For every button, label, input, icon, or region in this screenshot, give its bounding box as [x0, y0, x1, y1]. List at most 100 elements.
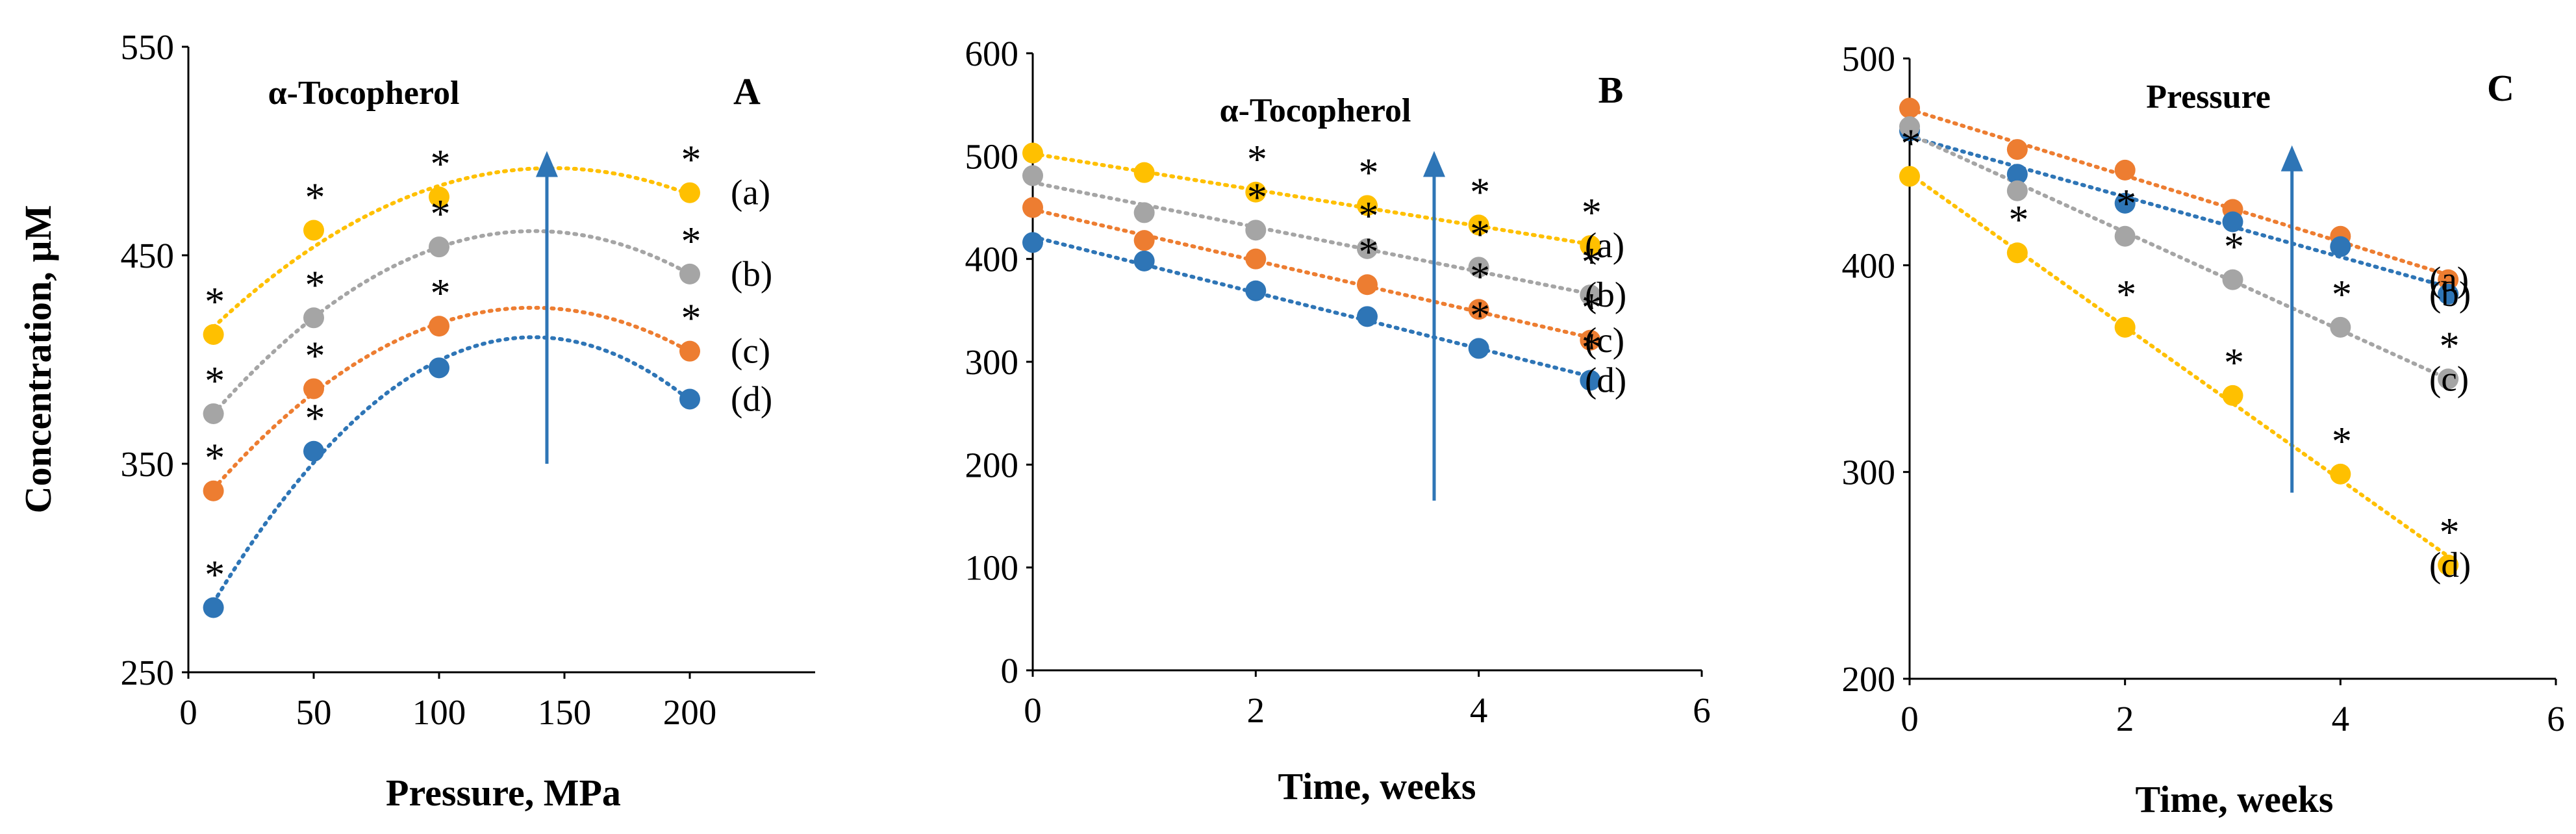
trendline	[1908, 171, 2451, 559]
data-point	[1245, 248, 1267, 270]
trend-arrow-head	[2280, 145, 2303, 171]
data-point	[1133, 162, 1155, 183]
data-point	[1245, 220, 1267, 241]
trendline	[211, 305, 692, 491]
significance-marker: *	[2332, 273, 2352, 317]
data-point	[2114, 192, 2136, 214]
data-point	[1899, 166, 1920, 187]
significance-marker: *	[1470, 294, 1490, 338]
data-point	[1357, 195, 1378, 216]
data-point	[1580, 235, 1601, 257]
trendline	[1031, 234, 1593, 379]
x-tick-label: 2	[1247, 690, 1265, 730]
series-label: (a)	[2429, 260, 2469, 299]
y-tick-label: 600	[965, 34, 1019, 73]
series-label: (c)	[2429, 359, 2469, 398]
data-point	[2330, 463, 2351, 485]
significance-marker: *	[1901, 121, 1921, 166]
trendline	[1031, 181, 1593, 296]
y-tick-label: 100	[965, 548, 1019, 588]
y-tick-label: 0	[1001, 651, 1019, 690]
data-point	[1133, 230, 1155, 251]
significance-marker: *	[1470, 255, 1490, 299]
data-point	[1245, 280, 1267, 301]
series-label: (d)	[1585, 360, 1626, 400]
y-tick-label: 400	[1842, 246, 1896, 285]
panel-c: 200 300 400 500 0 2 4 6 * * * * * * * * * * (a)(b) (c) (d)…	[1842, 39, 2565, 820]
data-point	[1580, 370, 1601, 391]
x-tick-label: 6	[2547, 699, 2565, 739]
significance-marker: *	[681, 297, 701, 341]
data-point	[1133, 250, 1155, 272]
data-point	[679, 388, 700, 410]
data-point	[303, 440, 324, 462]
data-point	[303, 220, 324, 241]
series-label: (d)	[731, 379, 772, 418]
significance-marker: *	[1359, 230, 1379, 274]
significance-marker: *	[205, 436, 225, 481]
data-point	[2114, 316, 2136, 338]
data-point	[1580, 284, 1601, 306]
significance-marker: *	[2224, 341, 2244, 385]
significance-marker: *	[431, 272, 451, 316]
significance-marker: *	[1582, 326, 1602, 370]
x-axis-label: Time, weeks	[2135, 778, 2333, 820]
data-point	[2114, 225, 2136, 247]
significance-marker: *	[1359, 151, 1379, 195]
x-axis-label: Pressure, MPa	[386, 772, 621, 814]
data-point	[203, 323, 224, 345]
y-tick-label: 550	[121, 27, 175, 67]
trendline	[1908, 107, 2451, 277]
significance-marker: *	[2440, 324, 2460, 368]
x-tick-label: 150	[538, 692, 592, 732]
significance-marker: *	[2224, 225, 2244, 270]
data-point	[1022, 165, 1043, 186]
data-point	[1357, 274, 1378, 296]
significance-marker: *	[305, 175, 325, 220]
x-tick-label: 2	[2116, 699, 2134, 739]
data-point	[1133, 202, 1155, 223]
data-point	[1899, 116, 1920, 138]
data-point	[2006, 139, 2028, 160]
y-tick-label: 200	[1842, 659, 1896, 699]
significance-marker: *	[205, 553, 225, 597]
panel-annotation: α-Tocopherol	[268, 75, 460, 112]
x-tick-label: 100	[412, 692, 466, 732]
panel-letter: A	[733, 70, 761, 112]
data-point	[2222, 211, 2243, 233]
significance-marker: *	[431, 142, 451, 186]
x-tick-label: 6	[1693, 690, 1711, 730]
series-label: (b)	[2429, 274, 2471, 314]
trendline	[1031, 151, 1593, 246]
series-label: (a)	[731, 173, 770, 212]
data-point	[303, 307, 324, 329]
data-point	[679, 340, 700, 362]
data-point	[1022, 197, 1043, 218]
significance-marker: *	[1359, 194, 1379, 238]
series-label: (b)	[731, 254, 772, 294]
x-tick-label: 50	[296, 692, 332, 732]
data-point	[203, 480, 224, 501]
data-point	[2438, 283, 2459, 305]
significance-marker: *	[2116, 182, 2136, 226]
data-point	[2330, 236, 2351, 257]
y-tick-label: 500	[1842, 39, 1896, 79]
significance-marker: *	[2440, 511, 2460, 555]
x-tick-label: 0	[1024, 690, 1042, 730]
significance-marker: *	[1247, 138, 1267, 182]
panel-letter: B	[1598, 69, 1624, 111]
y-tick-label: 500	[965, 136, 1019, 176]
data-point	[2438, 554, 2459, 575]
significance-marker: *	[431, 192, 451, 236]
significance-marker: *	[305, 397, 325, 441]
y-tick-label: 300	[1842, 453, 1896, 492]
significance-marker: *	[1582, 286, 1602, 330]
significance-marker: *	[2008, 198, 2028, 242]
data-point	[2438, 269, 2459, 290]
y-tick-label: 250	[121, 653, 175, 692]
y-axis-label: Concentration, µM	[17, 205, 59, 514]
data-point	[203, 403, 224, 424]
